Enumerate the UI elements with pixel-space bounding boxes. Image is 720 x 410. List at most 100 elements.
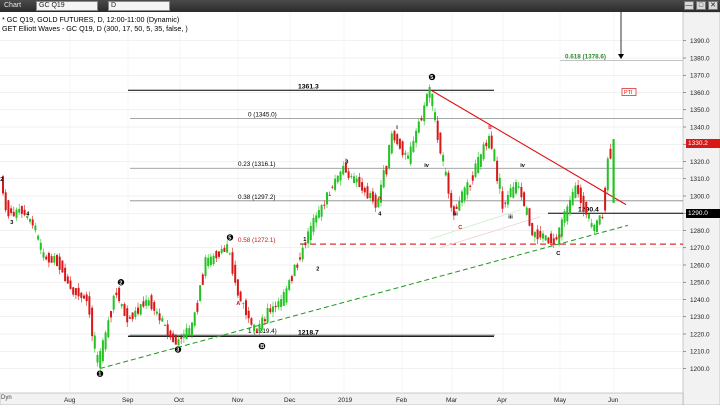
candle-body — [120, 304, 123, 307]
candle-body — [188, 328, 191, 336]
candle-body — [204, 257, 207, 276]
wave-marker — [96, 370, 104, 377]
candle-body — [126, 308, 129, 323]
wave-label: C — [458, 225, 462, 231]
candle-body — [137, 307, 139, 314]
trendlines — [99, 90, 629, 369]
candle-body — [166, 324, 169, 336]
candle-body — [242, 303, 245, 305]
fib-label: 0.38 (1297.2) — [238, 194, 275, 201]
candle-body — [479, 154, 482, 167]
candle-body — [331, 186, 334, 188]
candle-body — [107, 320, 110, 338]
candle-body — [131, 312, 134, 320]
candle-body — [577, 185, 580, 195]
candle-body — [128, 317, 131, 319]
candle-body — [471, 175, 474, 181]
close-button[interactable]: ✕ — [708, 1, 718, 10]
maximize-button[interactable]: □ — [696, 1, 706, 10]
candle-body — [118, 287, 121, 302]
window-titlebar: Chart GC Q19 D — □ ✕ — [0, 0, 720, 12]
wave-label: 5 — [228, 235, 231, 241]
time-tick-label: Jun — [608, 397, 619, 404]
candle-body — [498, 177, 501, 189]
candle-body — [417, 121, 420, 133]
low-label: 1218.7 — [298, 330, 319, 337]
candle-body — [566, 206, 569, 222]
time-tick-label: Aug — [64, 397, 76, 404]
candle-body — [85, 294, 88, 302]
candle-body — [342, 165, 345, 175]
candle-body — [231, 252, 234, 274]
candle-body — [369, 193, 372, 198]
candle-body — [91, 307, 94, 337]
candle-body — [139, 304, 142, 315]
candle-body — [587, 214, 590, 219]
candle-body — [164, 324, 166, 326]
candle-body — [74, 288, 77, 296]
candle-body — [563, 211, 566, 223]
candle-body — [234, 264, 237, 283]
candle-body — [398, 138, 401, 149]
candle-body — [571, 191, 574, 206]
wave-marker — [226, 234, 234, 241]
candle-body — [209, 256, 212, 266]
wave-label: 3 — [176, 348, 179, 354]
window-title: Chart — [4, 2, 22, 9]
candle-body — [307, 231, 310, 244]
candle-body — [466, 182, 469, 195]
price-tick-label: 1240.0 — [690, 297, 710, 304]
current-price-tag: 1330.2 — [686, 139, 720, 148]
candle-body — [420, 118, 423, 121]
candle-body — [290, 276, 293, 282]
mid-label: 1290.4 — [578, 206, 599, 213]
candle-body — [380, 184, 382, 203]
time-tick-label: Sep — [122, 397, 134, 404]
chart-area[interactable]: 0.618 (1378.6) 0 (1345.0) 0.23 (1316.1) 0.3… — [0, 11, 720, 406]
price-tick-label: 1370.0 — [690, 73, 710, 80]
candle-body — [501, 191, 504, 209]
wave-label: 3 — [10, 220, 13, 226]
candle-body — [574, 185, 577, 198]
candle-body — [612, 139, 615, 203]
candle-body — [315, 215, 318, 223]
candle-body — [593, 224, 596, 232]
wave-marker — [174, 346, 182, 353]
candle-body — [53, 256, 56, 263]
candle-body — [350, 176, 353, 178]
candle-body — [382, 170, 385, 188]
candle-body — [506, 195, 509, 205]
candle-body — [104, 332, 107, 350]
interval-input[interactable]: D — [108, 1, 170, 11]
candle-body — [263, 319, 266, 322]
candle-body — [142, 301, 145, 307]
candle-body — [528, 208, 531, 226]
candles — [2, 84, 615, 372]
candle-body — [193, 312, 196, 326]
time-tick-label: Dec — [284, 397, 296, 404]
candle-body — [334, 178, 337, 190]
candle-body — [407, 155, 409, 159]
candle-body — [531, 222, 534, 236]
candle-body — [277, 301, 280, 308]
candle-body — [261, 317, 264, 329]
price-tick-label: 1350.0 — [690, 107, 710, 114]
minimize-button[interactable]: — — [684, 1, 694, 10]
candle-body — [80, 292, 83, 298]
symbol-input[interactable]: GC Q19 — [36, 1, 98, 11]
time-tick-label: 2019 — [338, 397, 353, 404]
candle-body — [50, 256, 53, 263]
candle-body — [123, 303, 126, 316]
price-chart[interactable]: 0.618 (1378.6) 0 (1345.0) 0.23 (1316.1) 0.3… — [0, 11, 720, 406]
price-tick-label: 1250.0 — [690, 280, 710, 287]
chart-caption-2: GET Elliott Waves - GC Q19, D (300, 17, … — [2, 24, 188, 33]
candle-body — [401, 141, 404, 156]
candle-body — [207, 257, 210, 267]
candle-body — [374, 194, 377, 208]
candle-body — [218, 251, 220, 257]
candle-body — [223, 247, 226, 252]
candle-body — [96, 355, 99, 363]
candle-body — [485, 142, 488, 147]
candle-body — [201, 274, 204, 285]
candle-body — [390, 133, 393, 154]
